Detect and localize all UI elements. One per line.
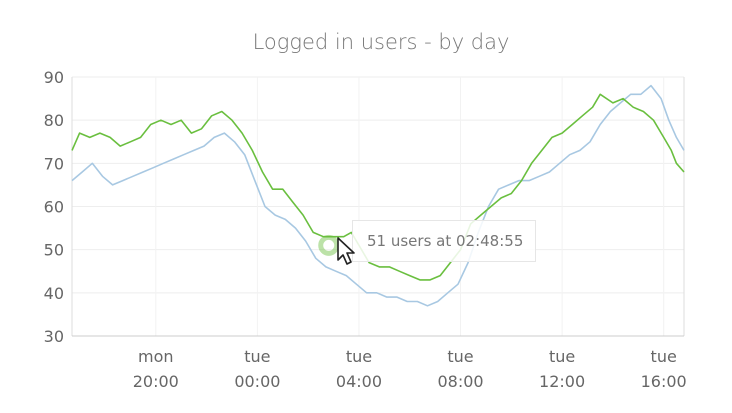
series-line-1[interactable] xyxy=(71,84,685,307)
mouse-pointer-icon xyxy=(337,237,355,265)
x-tick-time-3: 08:00 xyxy=(437,372,483,391)
highlight-layer xyxy=(318,234,340,256)
y-tick-label-2: 50 xyxy=(44,241,64,260)
x-tick-day-3: tue xyxy=(447,347,473,366)
hover-tooltip: 51 users at 02:48:55 xyxy=(352,220,536,262)
x-tick-day-1: tue xyxy=(244,347,270,366)
x-tick-day-0: mon xyxy=(138,347,174,366)
x-tick-time-1: 00:00 xyxy=(234,372,280,391)
chart-title: Logged in users - by day xyxy=(252,30,510,54)
series-line-0[interactable] xyxy=(71,93,685,281)
x-tick-time-4: 12:00 xyxy=(539,372,585,391)
y-axis: 30 40 50 60 70 80 90 xyxy=(44,68,64,346)
y-tick-label-0: 30 xyxy=(44,327,64,346)
hover-marker xyxy=(318,234,340,256)
x-tick-day-2: tue xyxy=(346,347,372,366)
series-layer xyxy=(71,84,685,307)
x-tick-day-4: tue xyxy=(549,347,575,366)
x-tick-time-2: 04:00 xyxy=(336,372,382,391)
y-tick-label-6: 90 xyxy=(44,68,64,87)
x-tick-day-5: tue xyxy=(651,347,677,366)
x-axis: mon 20:00 tue 00:00 tue 04:00 tue 08:00 tue 12:00… xyxy=(133,347,687,391)
y-tick-label-3: 60 xyxy=(44,198,64,217)
y-tick-label-1: 40 xyxy=(44,284,64,303)
x-tick-time-0: 20:00 xyxy=(133,372,179,391)
y-tick-label-5: 80 xyxy=(44,111,64,130)
x-tick-time-5: 16:00 xyxy=(641,372,687,391)
y-tick-label-4: 70 xyxy=(44,154,64,173)
grid-layer xyxy=(71,76,685,337)
